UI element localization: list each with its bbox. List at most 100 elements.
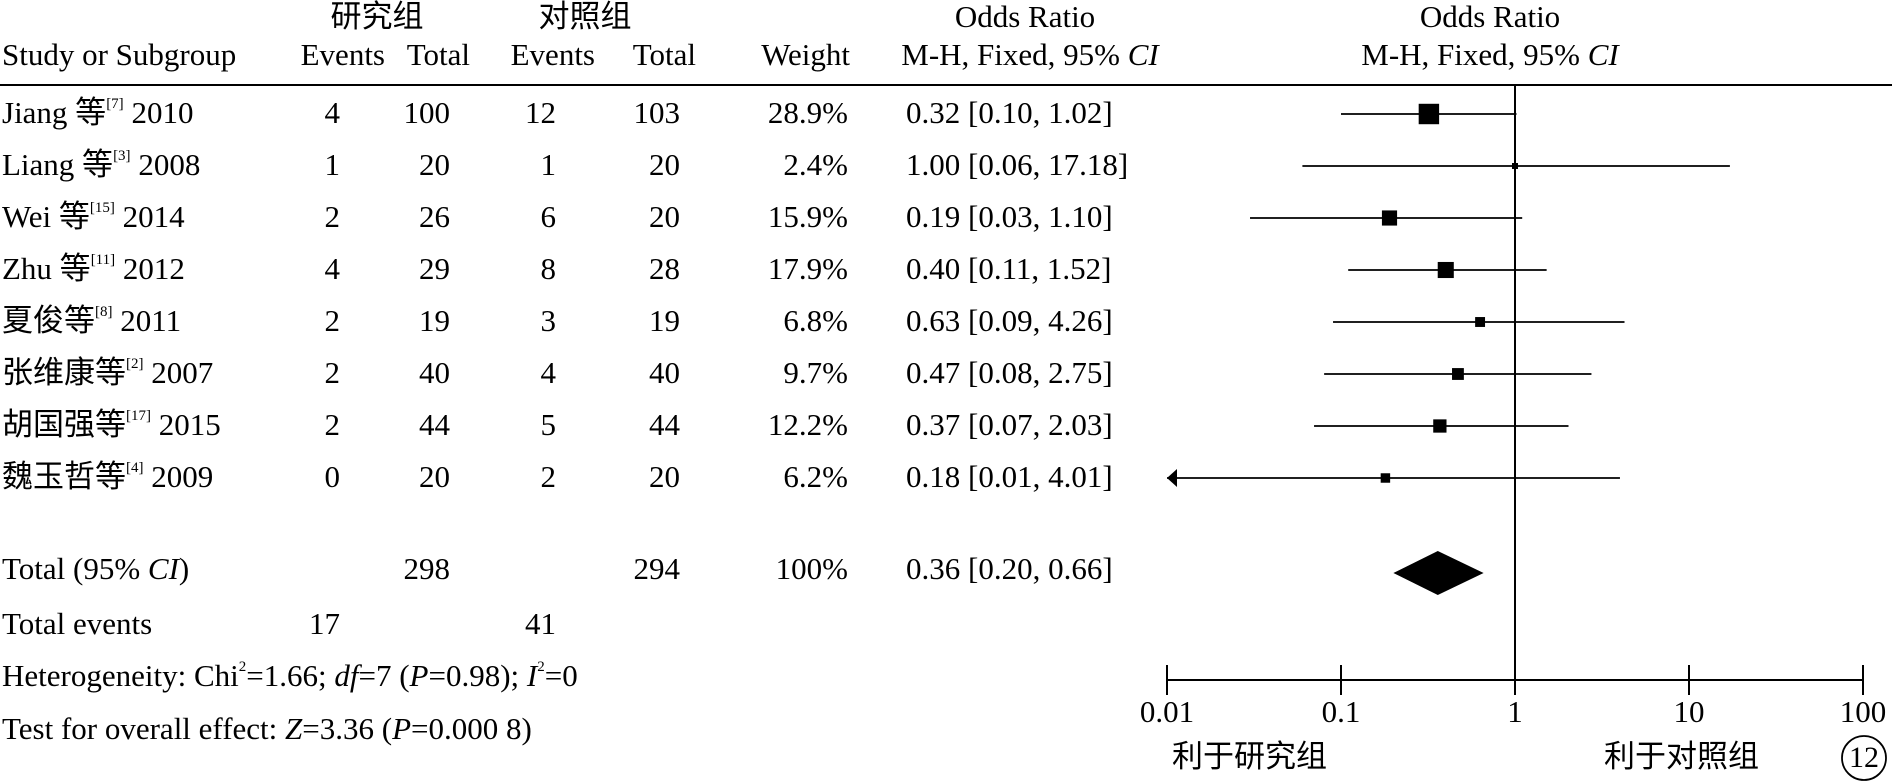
total-header-1: Total xyxy=(406,37,470,72)
or-ci-text: CI xyxy=(1127,37,1159,72)
total2-cell: 103 xyxy=(633,95,681,130)
total2-cell: 40 xyxy=(649,355,680,390)
events1-cell: 2 xyxy=(324,355,341,390)
weight-cell: 17.9% xyxy=(767,251,848,286)
events-header-1: Events xyxy=(300,37,385,72)
het-sup: 2 xyxy=(238,659,247,675)
study-name: 夏俊等 xyxy=(2,303,95,338)
study-weight-square xyxy=(1437,261,1454,279)
study-name-cell: Wei 等[15] 2014 xyxy=(2,200,185,234)
total-n1: 298 xyxy=(403,551,451,586)
overall-prefix: Test for overall effect: xyxy=(2,711,286,746)
total-label-ci: CI xyxy=(147,551,179,586)
events2-cell: 6 xyxy=(540,199,557,234)
het-i-sup: 2 xyxy=(537,659,545,675)
total2-cell: 20 xyxy=(649,199,680,234)
study-name: 魏玉哲等 xyxy=(2,459,126,494)
events1-cell: 2 xyxy=(324,199,341,234)
het-i-value: =0 xyxy=(544,658,578,693)
or-column-method: M-H, Fixed, 95% CI xyxy=(870,38,1190,72)
total1-cell: 40 xyxy=(419,355,450,390)
page-badge-circle xyxy=(1841,735,1887,781)
events1-cell: 2 xyxy=(324,303,341,338)
x-tick-label: 0.01 xyxy=(1140,694,1194,729)
total1-cell: 44 xyxy=(419,407,450,442)
study-name: 张维康等 xyxy=(2,355,126,390)
events2-cell: 12 xyxy=(525,95,556,130)
study-name: Jiang 等 xyxy=(2,95,107,130)
total-label-suffix: ) xyxy=(178,551,190,586)
study-weight-square xyxy=(1418,103,1440,125)
het-i-label: I xyxy=(526,658,538,693)
events2-cell: 8 xyxy=(540,251,557,286)
events1-cell: 2 xyxy=(324,407,341,442)
page-badge: 12 xyxy=(1849,741,1879,774)
study-name-cell: 胡国强等[17] 2015 xyxy=(2,408,221,442)
favours-study-label: 利于研究组 xyxy=(1172,739,1327,774)
study-weight-square xyxy=(1512,163,1518,169)
total-or-text: 0.36 [0.20, 0.66] xyxy=(906,551,1113,586)
study-reference: [15] xyxy=(89,200,115,216)
het-df-label: df xyxy=(334,658,359,693)
x-tick-label: 0.1 xyxy=(1322,694,1361,729)
study-name-cell: 张维康等[2] 2007 xyxy=(2,356,213,390)
total1-cell: 100 xyxy=(403,95,451,130)
study-reference: [4] xyxy=(126,460,144,476)
or-method-text: M-H, Fixed, 95% xyxy=(901,37,1128,72)
total1-cell: 20 xyxy=(419,147,450,182)
het-df-value: =7 ( xyxy=(358,658,410,693)
x-tick-label: 1 xyxy=(1507,694,1523,729)
events1-cell: 1 xyxy=(324,147,341,182)
or-text-cell: 0.47 [0.08, 2.75] xyxy=(906,355,1113,390)
weight-cell: 2.4% xyxy=(783,147,848,182)
study-name-cell: 魏玉哲等[4] 2009 xyxy=(2,460,213,494)
weight-cell: 15.9% xyxy=(767,199,848,234)
plot-method: M-H, Fixed, 95% CI xyxy=(1330,38,1650,72)
weight-cell: 28.9% xyxy=(767,95,848,130)
events1-cell: 0 xyxy=(324,459,341,494)
events1-cell: 4 xyxy=(324,95,341,130)
overall-z-value: =3.36 ( xyxy=(302,711,393,746)
study-name: Zhu 等 xyxy=(2,251,91,286)
group2-header: 对照组 xyxy=(538,0,632,34)
total1-cell: 19 xyxy=(419,303,450,338)
total-events-e1: 17 xyxy=(309,606,340,641)
or-text-cell: 0.32 [0.10, 1.02] xyxy=(906,95,1113,130)
het-chi-value: =1.66; xyxy=(246,658,335,693)
plot-method-text: M-H, Fixed, 95% xyxy=(1361,37,1588,72)
het-prefix: Heterogeneity: Chi xyxy=(2,658,239,693)
study-reference: [2] xyxy=(126,356,144,372)
overall-p-value: =0.000 8) xyxy=(411,711,532,746)
or-text-cell: 0.18 [0.01, 4.01] xyxy=(906,459,1113,494)
summary-diamond xyxy=(1393,551,1484,595)
heterogeneity-text: Heterogeneity: Chi2=1.66; df=7 (P=0.98);… xyxy=(2,659,578,693)
study-year: 2011 xyxy=(120,303,182,338)
study-weight-square xyxy=(1452,368,1464,380)
weight-header: Weight xyxy=(761,37,850,72)
total2-cell: 20 xyxy=(649,147,680,182)
weight-cell: 12.2% xyxy=(767,407,848,442)
events2-cell: 1 xyxy=(540,147,557,182)
study-weight-square xyxy=(1380,473,1391,483)
study-name: Liang 等 xyxy=(2,147,114,182)
study-year: 2014 xyxy=(122,199,185,234)
total-label-prefix: Total (95% xyxy=(2,551,148,586)
or-text-cell: 0.63 [0.09, 4.26] xyxy=(906,303,1113,338)
total2-cell: 28 xyxy=(649,251,680,286)
study-name-cell: Zhu 等[11] 2012 xyxy=(2,252,185,286)
study-year: 2007 xyxy=(151,355,214,390)
events2-cell: 2 xyxy=(540,459,557,494)
or-text-cell: 0.40 [0.11, 1.52] xyxy=(906,251,1112,286)
events1-cell: 4 xyxy=(324,251,341,286)
overall-z-label: Z xyxy=(285,711,303,746)
x-tick-label: 100 xyxy=(1840,694,1887,729)
events-header-2: Events xyxy=(510,37,595,72)
study-year: 2010 xyxy=(131,95,194,130)
study-year: 2015 xyxy=(158,407,221,442)
study-weight-square xyxy=(1475,317,1486,327)
events2-cell: 3 xyxy=(540,303,557,338)
study-name: 胡国强等 xyxy=(2,407,126,442)
total2-cell: 20 xyxy=(649,459,680,494)
